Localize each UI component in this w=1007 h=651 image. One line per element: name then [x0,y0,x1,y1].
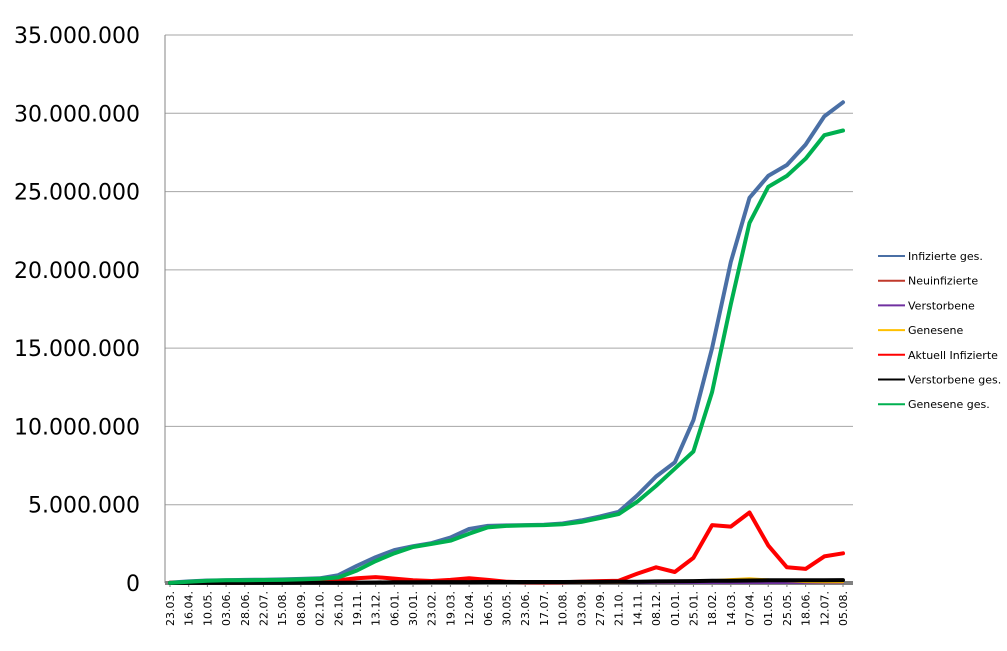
legend-label: Verstorbene ges. [908,374,1001,387]
x-tick-label: 10.08. [557,591,570,626]
x-tick-label: 15.08. [276,591,289,626]
x-tick-label: 10.05. [201,591,214,626]
x-tick-label: 30.01. [407,591,420,626]
x-tick-label: 01.05. [762,591,775,626]
y-tick-label: 35.000.000 [14,24,140,49]
x-tick-label: 19.11. [351,591,364,626]
x-tick-label: 21.10. [613,591,626,626]
legend-label: Neuinfizierte [908,275,978,288]
x-tick-label: 08.09. [295,591,308,626]
y-axis-tick-labels: 0 5.000.000 10.000.000 15.000.000 20.000.000… [14,24,140,597]
x-tick-label: 13.12. [370,591,383,626]
y-tick-label: 10.000.000 [14,415,140,440]
x-tick-label: 28.06. [239,591,252,626]
y-tick-label: 15.000.000 [14,337,140,362]
series-line-infizierte-ges- [168,100,845,585]
legend-label: Genesene ges. [908,398,990,411]
y-tick-label: 25.000.000 [14,181,140,206]
legend-label: Genesene [908,324,964,337]
y-tick-label: 20.000.000 [14,259,140,284]
series-lines [168,100,845,585]
legend-label: Aktuell Infizierte [908,349,998,362]
x-tick-label: 22.07. [257,591,270,626]
x-tick-label: 16.04. [183,591,196,626]
x-tick-label: 18.02. [706,591,719,626]
x-tick-label: 12.04. [463,591,476,626]
x-tick-label: 25.01. [687,591,700,626]
x-tick-label: 06.05. [482,591,495,626]
x-tick-label: 12.07. [818,591,831,626]
x-tick-label: 26.10. [332,591,345,626]
x-tick-label: 27.09. [594,591,607,626]
x-tick-label: 03.09. [575,591,588,626]
legend-label: Verstorbene [908,299,975,312]
legend: Infizierte ges. Neuinfizierte Verstorbene G… [878,250,1001,411]
x-tick-label: 06.01. [388,591,401,626]
y-tick-label: 5.000.000 [28,494,140,519]
gridlines [165,34,853,506]
series-line-verstorbene-ges- [168,578,845,585]
x-tick-label: 14.11. [631,591,644,626]
x-tick-label: 17.07. [538,591,551,626]
x-tick-label: 30.05. [501,591,514,626]
x-tick-label: 25.05. [781,591,794,626]
x-tick-label: 03.06. [220,591,233,626]
x-tick-label: 05.08. [837,591,850,626]
x-tick-label: 19.03. [444,591,457,626]
legend-label: Infizierte ges. [908,250,983,263]
x-tick-label: 08.12. [650,591,663,626]
y-tick-label: 30.000.000 [14,102,140,127]
x-axis-tick-labels: 23.03. 16.04. 10.05. 03.06. 28.06. 22.07. 15.0… [164,583,850,626]
axes [164,35,853,585]
x-tick-label: 01.01. [669,591,682,626]
series-line-aktuell-infizierte [168,510,845,585]
x-tick-label: 02.10. [314,591,327,626]
x-tick-label: 18.06. [800,591,813,626]
y-tick-label: 0 [126,572,140,597]
x-tick-label: 14.03. [725,591,738,626]
x-tick-label: 07.04. [744,591,757,626]
x-tick-label: 23.06. [519,591,532,626]
series-line-genesene-ges- [168,128,845,585]
x-tick-label: 23.02. [426,591,439,626]
x-tick-label: 23.03. [164,591,177,626]
